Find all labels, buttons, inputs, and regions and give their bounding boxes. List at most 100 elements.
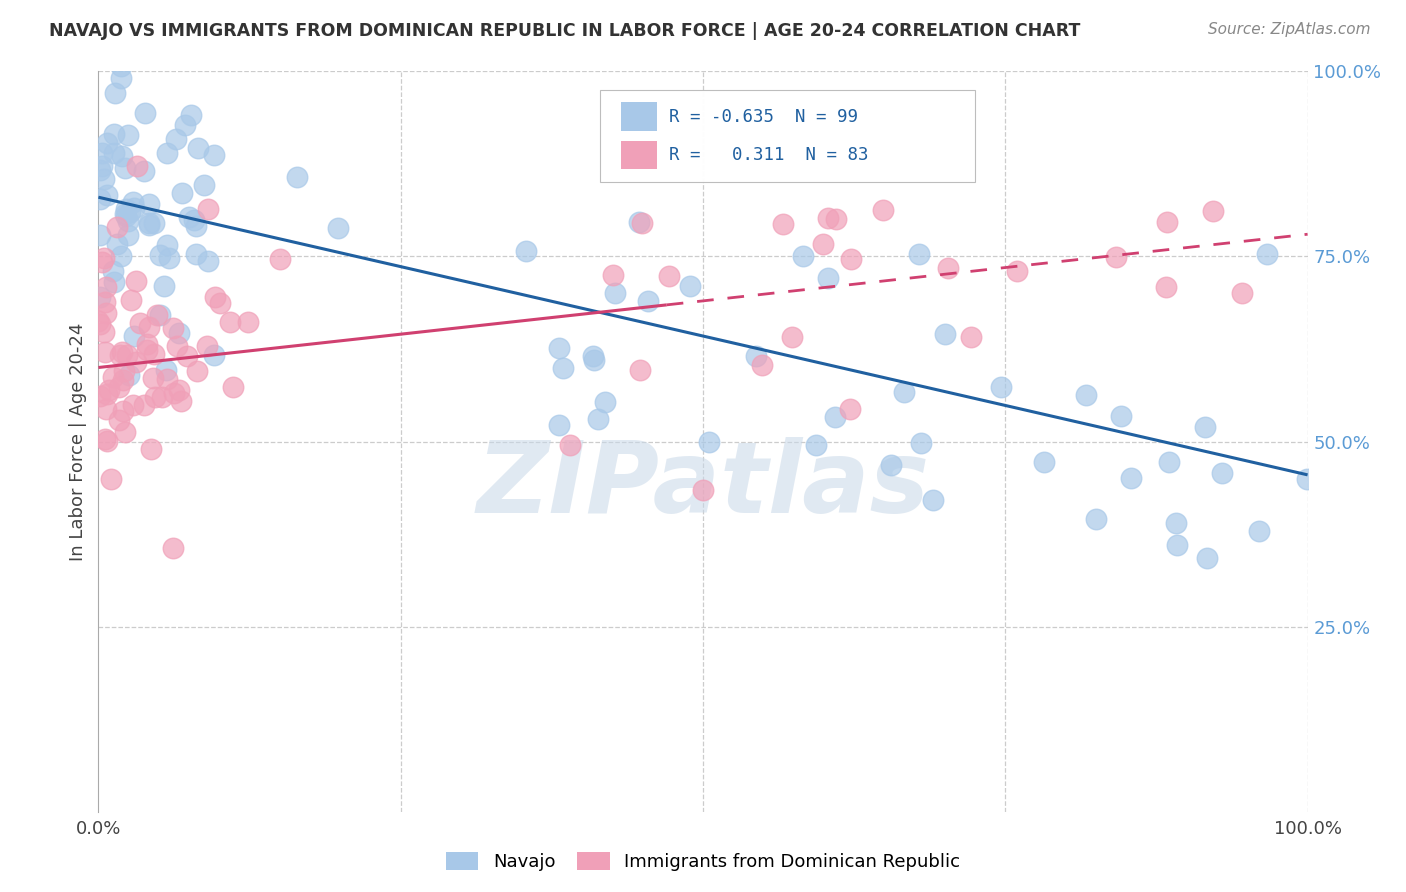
FancyBboxPatch shape	[621, 103, 657, 130]
Point	[1166, 516, 1188, 531]
Point	[1085, 512, 1108, 526]
Point	[103, 127, 125, 141]
Point	[751, 358, 773, 372]
Point	[94, 344, 117, 359]
Point	[204, 290, 226, 304]
Point	[93, 172, 115, 186]
Point	[108, 347, 131, 361]
Point	[1154, 280, 1177, 294]
Point	[679, 279, 702, 293]
Point	[170, 186, 193, 201]
Point	[183, 213, 205, 227]
Point	[167, 383, 190, 397]
Point	[170, 394, 193, 409]
Point	[110, 71, 132, 86]
Point	[907, 246, 929, 260]
Point	[134, 106, 156, 120]
Point	[124, 201, 146, 215]
Point	[551, 360, 574, 375]
Point	[105, 219, 128, 234]
Point	[89, 162, 111, 177]
Point	[938, 260, 960, 275]
Point	[548, 417, 571, 432]
Point	[153, 279, 176, 293]
Point	[1033, 455, 1056, 469]
Point	[193, 178, 215, 192]
Point	[839, 252, 862, 266]
Point	[96, 434, 118, 449]
Point	[197, 253, 219, 268]
Point	[94, 295, 117, 310]
Point	[167, 326, 190, 341]
Point	[108, 413, 131, 427]
Point	[93, 432, 115, 446]
Point	[219, 314, 242, 328]
Point	[817, 211, 839, 225]
Point	[186, 219, 208, 234]
Point	[117, 128, 139, 142]
Text: Source: ZipAtlas.com: Source: ZipAtlas.com	[1208, 22, 1371, 37]
Text: R =   0.311  N = 83: R = 0.311 N = 83	[669, 146, 869, 164]
Point	[583, 352, 606, 367]
Point	[238, 316, 260, 330]
Point	[135, 337, 157, 351]
Point	[89, 290, 111, 304]
Point	[187, 141, 209, 155]
Point	[1195, 551, 1218, 566]
Point	[111, 404, 134, 418]
Point	[603, 286, 626, 301]
Point	[111, 373, 134, 387]
Point	[1156, 214, 1178, 228]
Text: R = -0.635  N = 99: R = -0.635 N = 99	[669, 108, 858, 126]
Point	[197, 202, 219, 217]
Point	[115, 209, 138, 223]
Point	[692, 483, 714, 497]
Text: ZIPatlas: ZIPatlas	[477, 437, 929, 534]
Point	[162, 320, 184, 334]
Point	[697, 435, 720, 450]
Point	[129, 316, 152, 330]
Point	[630, 216, 652, 230]
Point	[959, 330, 981, 344]
Point	[120, 293, 142, 307]
Point	[150, 390, 173, 404]
Point	[138, 215, 160, 229]
Point	[990, 380, 1012, 394]
Point	[184, 247, 207, 261]
Point	[627, 214, 650, 228]
Point	[94, 279, 117, 293]
Point	[166, 339, 188, 353]
Point	[96, 136, 118, 150]
Point	[122, 398, 145, 412]
Point	[132, 163, 155, 178]
Legend: Navajo, Immigrants from Dominican Republic: Navajo, Immigrants from Dominican Republ…	[439, 846, 967, 879]
Point	[515, 244, 537, 259]
Point	[209, 296, 232, 310]
Point	[1005, 264, 1028, 278]
Point	[155, 363, 177, 377]
Point	[115, 348, 138, 362]
Point	[745, 349, 768, 363]
Point	[155, 372, 177, 386]
Point	[117, 227, 139, 242]
Point	[588, 411, 610, 425]
Point	[143, 216, 166, 230]
Point	[1296, 472, 1319, 486]
Point	[138, 197, 160, 211]
Point	[114, 425, 136, 440]
Point	[122, 329, 145, 343]
Point	[108, 380, 131, 394]
Point	[658, 268, 681, 283]
Point	[1074, 388, 1097, 402]
Point	[1157, 455, 1180, 469]
Point	[157, 251, 180, 265]
Point	[326, 220, 349, 235]
Point	[1119, 471, 1142, 485]
Point	[934, 327, 956, 342]
Point	[111, 149, 134, 163]
Point	[1194, 420, 1216, 434]
Point	[132, 398, 155, 412]
Point	[87, 314, 110, 328]
Point	[142, 371, 165, 385]
Point	[90, 146, 112, 161]
